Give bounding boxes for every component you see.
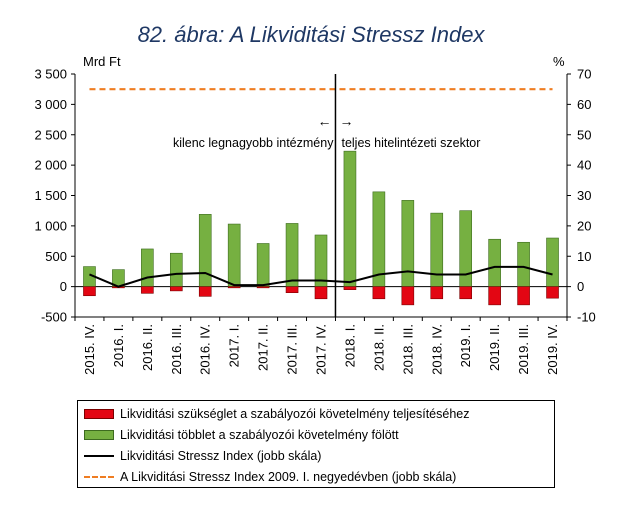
bar-surplus	[141, 248, 154, 287]
bar-shortfall	[430, 286, 444, 300]
x-tick-label: 2016. II.	[140, 324, 155, 371]
bar-shortfall	[227, 286, 241, 289]
left-tick-label: 3 000	[34, 97, 67, 112]
legend-label-surplus: Likviditási többlet a szabályozói követe…	[120, 428, 399, 442]
left-tick-label: 3 500	[34, 67, 67, 82]
left-unit-label: Mrd Ft	[83, 54, 121, 69]
legend-item-shortfall: Likviditási szükséglet a szabályozói köv…	[84, 404, 469, 424]
right-tick-label: 40	[577, 158, 591, 173]
x-tick-label: 2017. III.	[285, 324, 300, 375]
x-tick-label: 2017. IV.	[314, 324, 329, 375]
bar-shortfall	[256, 286, 270, 289]
x-tick-label: 2017. I.	[227, 324, 242, 367]
bar-shortfall	[517, 286, 530, 306]
bar-surplus	[285, 223, 299, 287]
bar-surplus	[227, 223, 241, 287]
x-tick-label: 2018. I.	[342, 324, 357, 367]
bar-surplus	[546, 237, 559, 287]
x-tick-label: 2018. IV.	[429, 324, 444, 375]
bar-surplus	[256, 243, 270, 287]
x-tick-label: 2017. II.	[256, 324, 271, 371]
annotation-right-text: teljes hitelintézeti szektor	[341, 136, 480, 150]
bar-shortfall	[459, 286, 473, 300]
legend-swatch-line	[84, 449, 114, 463]
annotations: ← → kilenc legnagyobb intézmény teljes hite…	[173, 74, 480, 317]
series-lines	[89, 88, 553, 288]
bar-shortfall	[314, 286, 328, 300]
bars	[83, 150, 559, 306]
x-tick-label: 2019. III.	[516, 324, 531, 375]
x-tick-label: 2016. III.	[169, 324, 184, 375]
legend-item-index: Likviditási Stressz Index (jobb skála)	[84, 446, 321, 466]
x-tick-label: 2019. II.	[487, 324, 502, 371]
legend-label-index-2009: A Likviditási Stressz Index 2009. I. neg…	[120, 470, 457, 484]
bar-surplus	[401, 200, 415, 287]
bar-shortfall	[198, 286, 212, 297]
right-tick-label: 30	[577, 188, 591, 203]
bar-shortfall	[343, 286, 357, 290]
bar-shortfall	[141, 286, 154, 294]
bar-shortfall	[285, 286, 299, 293]
x-tick-label: 2018. III.	[400, 324, 415, 375]
bar-shortfall	[83, 286, 96, 297]
right-tick-label: -10	[577, 310, 596, 325]
annotation-left-arrow: ←	[317, 113, 331, 129]
bar-shortfall	[401, 286, 415, 306]
bar-surplus	[343, 150, 357, 287]
right-unit-label: %	[553, 54, 565, 69]
chart-canvas: ← → kilenc legnagyobb intézmény teljes hite…	[34, 54, 595, 375]
right-tick-label: 0	[577, 279, 584, 294]
left-tick-label: 1 500	[34, 188, 67, 203]
right-tick-label: 70	[577, 67, 591, 82]
legend-item-surplus: Likviditási többlet a szabályozói követe…	[84, 425, 399, 445]
right-tick-label: 20	[577, 218, 591, 233]
x-tick-label: 2019. IV.	[545, 324, 560, 375]
left-tick-label: 0	[60, 279, 67, 294]
legend-swatch-dashed	[84, 470, 114, 484]
right-tick-label: 10	[577, 249, 591, 264]
bar-surplus	[372, 191, 386, 287]
legend-item-index-2009: A Likviditási Stressz Index 2009. I. neg…	[84, 467, 456, 487]
bar-shortfall	[169, 286, 183, 292]
x-tick-label: 2015. IV.	[82, 324, 97, 375]
bar-surplus	[314, 234, 328, 287]
left-tick-label: 2 500	[34, 127, 67, 142]
right-tick-label: 50	[577, 127, 591, 142]
legend: Likviditási szükséglet a szabályozói köv…	[77, 400, 555, 488]
bar-surplus	[169, 252, 183, 287]
x-tick-label: 2016. I.	[111, 324, 126, 367]
legend-label-shortfall: Likviditási szükséglet a szabályozói köv…	[120, 407, 470, 421]
annotation-left-text: kilenc legnagyobb intézmény	[173, 136, 334, 150]
left-tick-label: 1 000	[34, 218, 67, 233]
series-line-index	[89, 265, 553, 288]
legend-label-index: Likviditási Stressz Index (jobb skála)	[120, 449, 322, 463]
bar-shortfall	[372, 286, 386, 300]
left-tick-label: -500	[41, 310, 67, 325]
x-tick-label: 2018. II.	[371, 324, 386, 371]
x-tick-label: 2016. IV.	[198, 324, 213, 375]
legend-swatch-red	[84, 407, 114, 421]
bar-surplus	[488, 238, 501, 287]
chart-title: 82. ábra: A Likviditási Stressz Index	[137, 22, 485, 47]
bar-shortfall	[488, 286, 501, 306]
annotation-right-arrow: →	[339, 113, 353, 129]
legend-swatch-green	[84, 428, 114, 442]
x-tick-label: 2019. I.	[458, 324, 473, 367]
left-tick-label: 2 000	[34, 158, 67, 173]
bar-surplus	[517, 241, 530, 287]
bar-shortfall	[546, 286, 559, 299]
left-tick-label: 500	[45, 249, 67, 264]
bar-surplus	[430, 212, 444, 287]
right-tick-label: 60	[577, 97, 591, 112]
